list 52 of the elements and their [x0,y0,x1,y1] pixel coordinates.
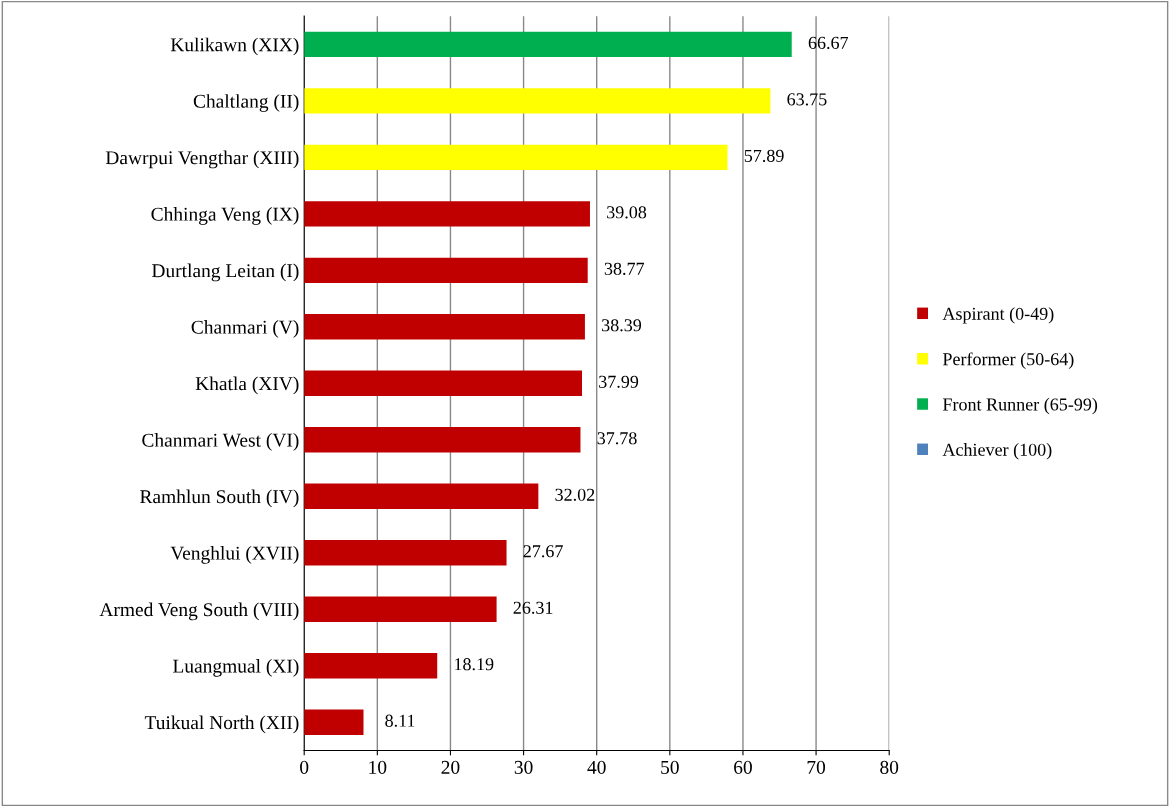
legend-label: Achiever (100) [942,443,1052,460]
y-tick-label: Chanmari (V) [191,320,299,338]
x-tick-label: 10 [369,760,387,774]
bar [304,201,590,227]
x-tick-label: 40 [587,760,606,774]
x-tick-label: 0 [300,760,309,774]
bar [304,88,771,114]
y-tick-label: Ramhlun South (IV) [140,489,299,508]
bar [304,653,438,679]
data-label: 38.39 [602,319,642,332]
legend-label: Aspirant (0-49) [942,307,1054,324]
y-tick-label: Luangmual (XI) [173,659,299,677]
x-tick-label: 70 [807,760,826,774]
bar [304,427,581,453]
data-label: 18.19 [455,658,494,671]
bar [304,483,539,510]
data-label: 37.99 [599,375,639,388]
data-label: 63.75 [787,93,827,106]
x-tick-label: 60 [734,760,752,774]
x-tick-label: 20 [441,760,460,774]
bar [304,540,507,566]
y-tick-label: Armed Veng South (VIII) [99,602,299,621]
data-label: 32.02 [555,488,595,501]
data-label: 27.67 [523,545,563,558]
y-tick-label: Tuikual North (XII) [144,715,299,734]
y-tick-label: Chaltlang (II) [193,94,299,112]
legend-label: Front Runner (65-99) [942,397,1098,415]
legend-label: Performer (50-64) [942,352,1074,369]
x-tick-label: 80 [880,760,899,774]
y-tick-label: Chanmari West (VI) [142,433,299,451]
bar [304,314,585,340]
bar [304,144,728,171]
data-label: 66.67 [808,36,849,49]
y-tick-label: Khatla (XIV) [195,376,299,395]
data-label: 38.77 [604,262,645,275]
x-tick-label: 30 [514,760,533,774]
data-label: 57.89 [744,149,784,162]
y-tick-label: Chhinga Veng (IX) [151,207,299,225]
x-tick-label: 50 [661,760,679,774]
data-label: 37.78 [597,432,637,445]
bar [304,257,588,284]
bar [304,596,497,622]
bar [304,709,364,735]
y-tick-label: Venghlui (XVII) [170,546,299,564]
bar [304,31,792,58]
y-tick-label: Durtlang Leitan (I) [151,263,299,282]
bar [304,370,582,397]
data-label: 8.11 [385,714,415,727]
data-label: 39.08 [607,206,647,219]
data-label: 26.31 [513,601,553,614]
y-tick-label: Kulikawn (XIX) [170,37,299,56]
y-tick-label: Dawrpui Vengthar (XIII) [105,150,299,169]
